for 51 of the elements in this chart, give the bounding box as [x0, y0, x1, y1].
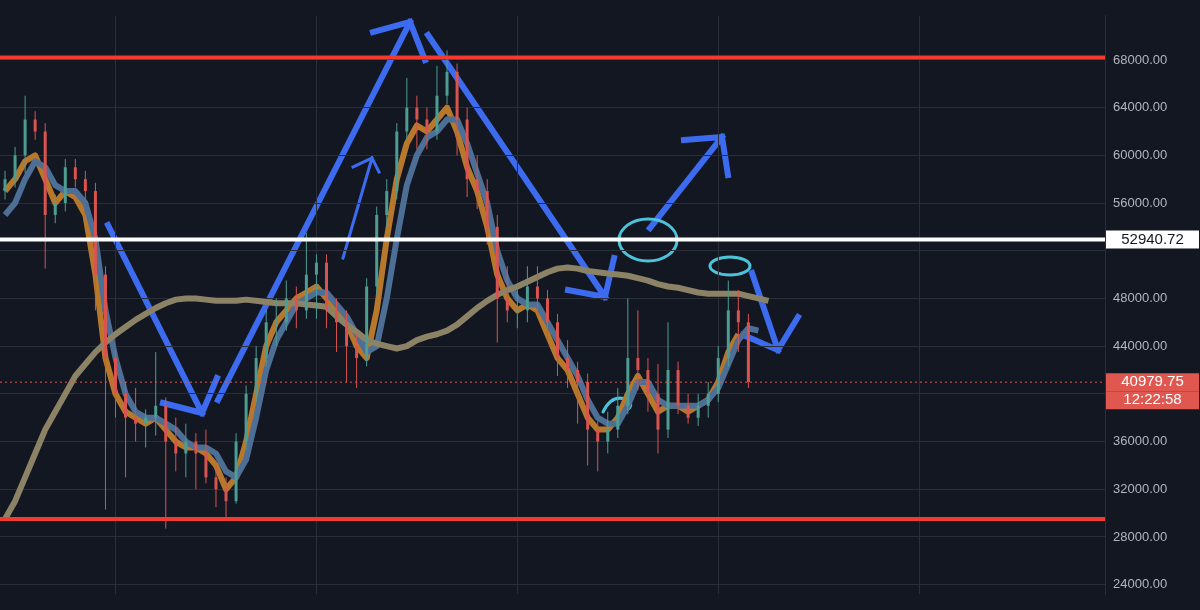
y-tick-label: 36000.00 [1113, 433, 1168, 449]
candlestick [696, 393, 700, 427]
candlestick [144, 408, 148, 449]
y-tick-label: 56000.00 [1113, 194, 1168, 210]
candlestick [475, 154, 479, 210]
candlestick [134, 387, 138, 443]
candlestick [13, 146, 17, 189]
candlestick [194, 432, 198, 490]
candlestick [405, 77, 409, 141]
candlestick [736, 289, 740, 353]
candlestick [545, 289, 549, 341]
candlestick [535, 265, 539, 317]
y-tick-label: 64000.00 [1113, 99, 1168, 115]
candlestick [184, 423, 188, 478]
candlestick [83, 170, 87, 200]
y-tick-label: 60000.00 [1113, 146, 1168, 162]
candlestick [174, 417, 178, 472]
candlestick [284, 280, 288, 332]
y-tick-label: 28000.00 [1113, 528, 1168, 544]
candlestick [525, 265, 529, 323]
candlestick [515, 286, 519, 329]
candlestick [53, 194, 57, 224]
candlestick [616, 387, 620, 439]
candlestick [204, 429, 208, 484]
y-tick-label: 32000.00 [1113, 480, 1168, 496]
candlestick [33, 110, 37, 141]
candlestick [224, 476, 228, 520]
y-tick-label: 24000.00 [1113, 576, 1168, 592]
candlestick [425, 107, 429, 150]
candlestick [154, 351, 158, 437]
ref-line-label: 52940.72 [1121, 229, 1184, 247]
candlestick [274, 297, 278, 347]
candlestick [385, 178, 389, 228]
candlestick [706, 381, 710, 419]
y-tick-label: 68000.00 [1113, 51, 1168, 67]
candlestick [73, 158, 77, 189]
candlestick [335, 297, 339, 353]
candlestick [596, 420, 600, 472]
candlestick [214, 464, 218, 508]
candlestick [606, 411, 610, 454]
candlestick [3, 170, 7, 200]
y-tick-label: 44000.00 [1113, 337, 1168, 353]
candlestick [445, 49, 449, 105]
candlestick [294, 286, 298, 329]
ref-line-label: 40979.75 [1121, 372, 1184, 390]
y-tick-label: 48000.00 [1113, 290, 1168, 306]
candlestick [415, 95, 419, 150]
candlestick [505, 265, 509, 323]
candlestick [686, 393, 690, 425]
candlestick [314, 253, 318, 320]
text: 12:22:58 [1123, 390, 1182, 408]
